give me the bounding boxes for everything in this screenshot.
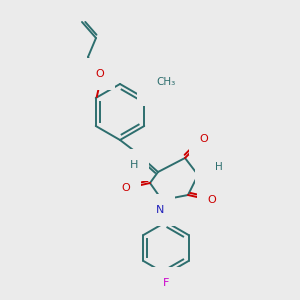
Text: O: O bbox=[148, 85, 157, 95]
Text: CH₃: CH₃ bbox=[157, 77, 176, 87]
Text: O: O bbox=[200, 134, 208, 144]
Text: F: F bbox=[163, 278, 169, 288]
Text: N: N bbox=[206, 166, 214, 176]
Text: O: O bbox=[96, 69, 104, 79]
Text: H: H bbox=[130, 160, 138, 170]
Text: O: O bbox=[122, 183, 130, 193]
Text: H: H bbox=[215, 162, 223, 172]
Text: O: O bbox=[208, 195, 216, 205]
Text: N: N bbox=[156, 205, 164, 215]
